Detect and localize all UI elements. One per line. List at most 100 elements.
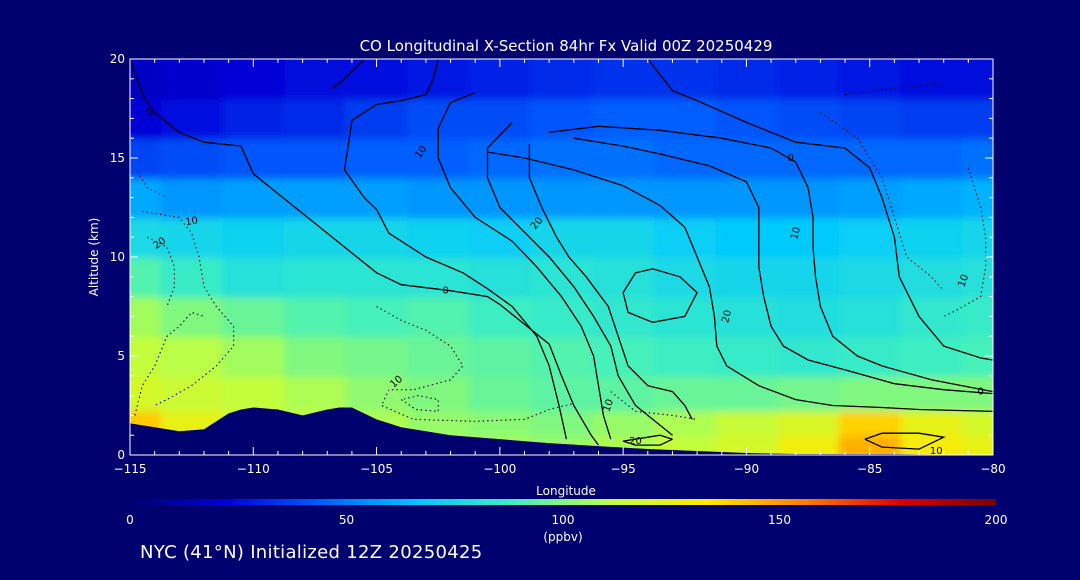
field-cell [530,98,594,140]
terrain [130,407,993,455]
field-cell [592,98,655,140]
chart-title: CO Longitudinal X-Section 84hr Fx Valid … [360,37,773,55]
field-cell [284,257,347,298]
x-tick-label: −95 [610,462,635,476]
contour-label: 10 [930,446,943,457]
field-cell [653,296,717,338]
field-cell [838,59,902,100]
field-cell [222,98,286,140]
contour-line [437,92,612,440]
field-cell [900,296,964,338]
field-cell [962,257,993,298]
contour-label: 10 [789,226,803,241]
field-cell [222,375,286,412]
colorbar-tick-label: 100 [552,513,575,527]
contour-line [130,59,600,446]
field-cell [160,138,224,179]
y-tick-label: 10 [110,250,125,264]
contour-line-negative [400,395,439,412]
field-cell [592,217,655,258]
x-tick-label: −100 [483,462,516,476]
contour-line-negative [610,391,698,420]
field-cell [900,375,964,412]
field-cell [469,98,532,140]
field-cell [222,336,286,377]
field-cell [715,296,779,338]
field-cell [130,257,162,298]
field-cell [838,410,902,437]
field-cell [900,336,964,377]
contour-label: 10 [957,273,972,289]
field-cell [900,59,964,100]
y-axis-label: Altitude (km) [87,218,101,297]
field-cell [160,177,224,219]
field-cell [777,336,840,377]
x-tick-label: −105 [360,462,393,476]
field-cell [284,138,347,179]
contour-line-negative [845,84,944,96]
field-cell [962,177,993,219]
contour-line-negative [820,112,945,292]
field-cell [222,177,286,219]
field-cell [345,98,409,140]
field-cell [345,296,409,338]
field-cell [345,336,409,377]
contour-line [647,59,993,361]
field-cell [653,257,717,298]
contour-label: 20 [720,309,734,324]
field-cell [530,177,594,219]
contour-label: 20 [629,436,642,447]
x-tick-label: −90 [734,462,759,476]
colorbar-tick-label: 150 [768,513,791,527]
field-cell [130,217,162,258]
field-cell [715,98,779,140]
colorbar: 0 50 100 150 200 [126,499,1007,527]
y-tick-label: 5 [117,349,125,363]
field-cell [777,435,840,455]
x-tick-label: −110 [237,462,270,476]
field-cell [900,410,964,437]
field-cell [345,217,409,258]
field-cell [777,217,840,258]
contour-line [549,125,993,393]
field-cell [592,138,655,179]
field-cell [838,296,902,338]
field-cell [530,138,594,179]
field-cell [345,375,409,412]
field-cell [530,410,594,437]
field-cell [530,217,594,258]
contour-line-negative [134,311,205,416]
init-info-footer: NYC (41°N) Initialized 12Z 20250425 [140,542,483,563]
contour-label: 10 [185,215,199,228]
field-cell [715,410,779,437]
contour-line [622,434,673,446]
contour-label: 10 [601,398,616,414]
field-cell [900,435,964,455]
x-tick-label: −80 [980,462,1005,476]
field-cell [715,257,779,298]
field-cell [962,98,993,140]
field-cell [530,257,594,298]
field-cell [407,336,471,377]
field-cell [530,59,594,100]
field-cell [130,59,162,100]
contour-lines [130,59,993,450]
field-cell [838,177,902,219]
field-cell [592,336,655,377]
field-cell [838,98,902,140]
field-cell [653,98,717,140]
contour-line-negative [147,236,175,307]
field-cell [222,296,286,338]
contour-label: 0 [144,107,156,120]
field-cell [777,98,840,140]
field-cell [407,257,471,298]
field-cell [962,375,993,412]
y-tick-label: 15 [110,151,125,165]
field-cell [284,98,347,140]
field-cell [345,138,409,179]
y-tick-label: 20 [110,52,125,66]
field-cell [838,257,902,298]
field-cell [900,217,964,258]
